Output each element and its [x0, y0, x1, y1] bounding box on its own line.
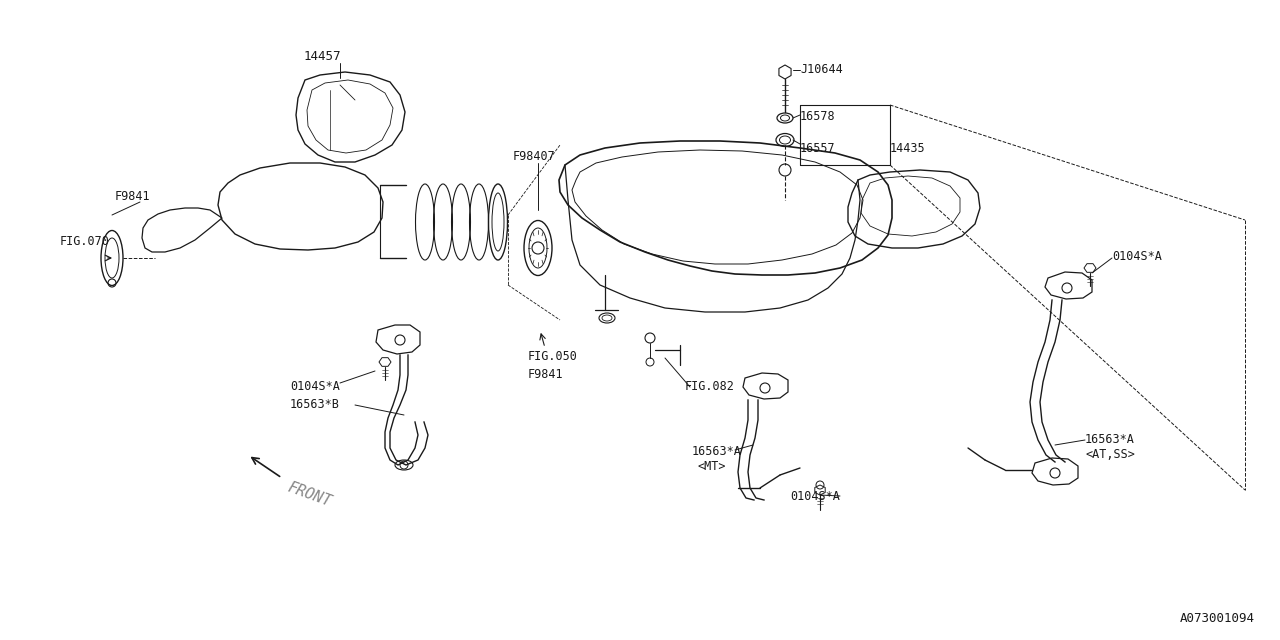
Text: F9841: F9841 — [115, 190, 151, 203]
Text: <MT>: <MT> — [698, 460, 727, 473]
Text: 16578: 16578 — [800, 110, 836, 123]
Text: 0104S*A: 0104S*A — [790, 490, 840, 503]
Text: A073001094: A073001094 — [1180, 612, 1254, 625]
Text: 16557: 16557 — [800, 142, 836, 155]
Text: FIG.050: FIG.050 — [529, 350, 577, 363]
Text: FRONT: FRONT — [285, 480, 333, 509]
Text: 16563*A: 16563*A — [692, 445, 742, 458]
Text: F9841: F9841 — [529, 368, 563, 381]
Text: FIG.082: FIG.082 — [685, 380, 735, 393]
Text: FIG.070: FIG.070 — [60, 235, 110, 248]
Text: 16563*A: 16563*A — [1085, 433, 1135, 446]
Text: J10644: J10644 — [800, 63, 842, 76]
Text: 0104S*A: 0104S*A — [291, 380, 340, 393]
Text: 14457: 14457 — [305, 50, 342, 63]
Text: F98407: F98407 — [513, 150, 556, 163]
Text: 14435: 14435 — [890, 142, 925, 155]
Text: <AT,SS>: <AT,SS> — [1085, 448, 1135, 461]
Text: 16563*B: 16563*B — [291, 398, 340, 411]
Text: 0104S*A: 0104S*A — [1112, 250, 1162, 263]
